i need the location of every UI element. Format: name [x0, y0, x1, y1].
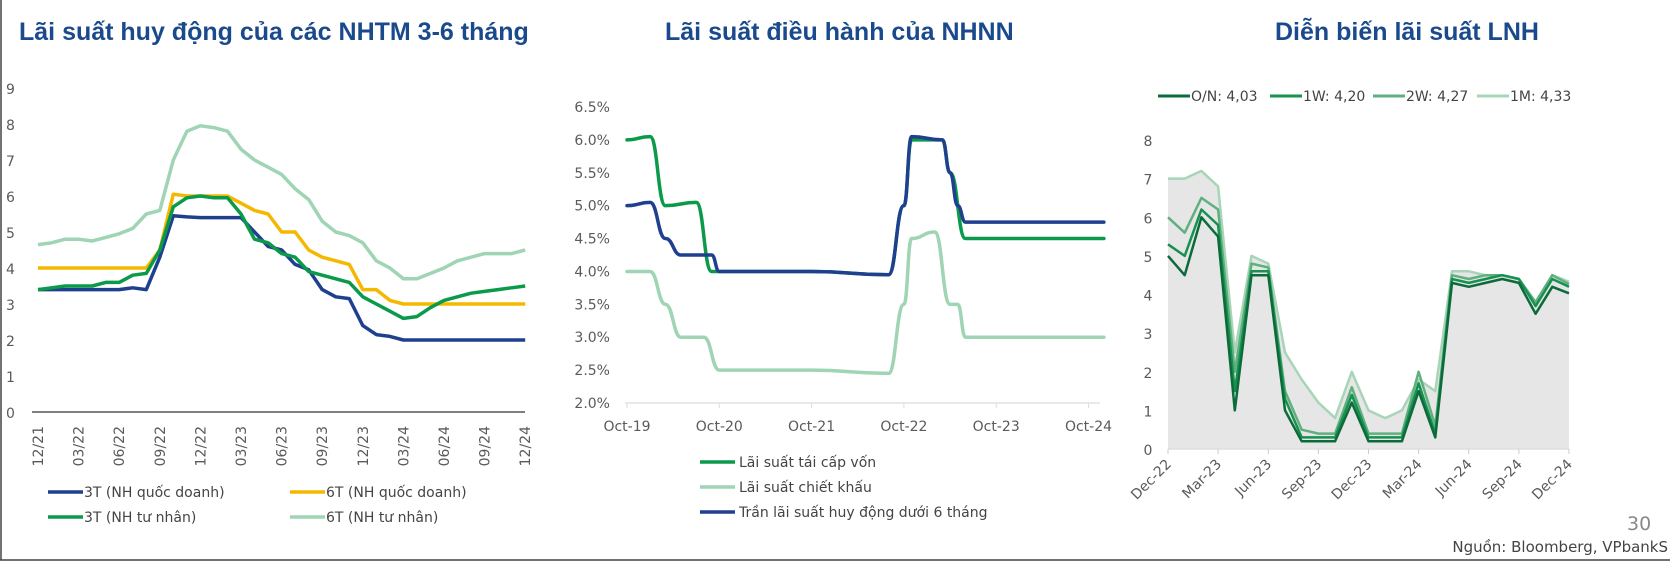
x-tick-label: 12/21 [31, 426, 47, 466]
series-line-1 [625, 230, 1106, 376]
y-tick-label: 2.0% [574, 396, 610, 412]
y-tick-label: 4.0% [574, 264, 610, 280]
y-tick-label: 8 [1144, 134, 1153, 150]
y-tick-label: 4 [1144, 289, 1153, 305]
x-tick-label: Sep-23 [1279, 457, 1325, 503]
y-tick-label: 6.5% [574, 100, 610, 116]
x-tick-label: 09/22 [153, 426, 169, 466]
x-tick-label: 03/24 [396, 426, 412, 466]
y-tick-label: 6 [6, 190, 15, 206]
series-line-3 [37, 124, 526, 281]
x-tick-label: Oct-19 [603, 419, 650, 435]
y-tick-label: 5 [6, 226, 15, 242]
x-tick-label: 06/23 [275, 426, 291, 466]
y-tick-label: 0 [6, 406, 15, 422]
legend-label: 6T (NH tư nhân) [326, 510, 438, 526]
chart1-deposit-rates: 0 1 2 3 4 5 6 7 8 9 12/21 03/22 06/22 09/22 12/22 03/23… [6, 82, 534, 526]
legend-label: O/N: 4,03 [1191, 89, 1258, 105]
chart2-policy-rates: 2.0% 2.5% 3.0% 3.5% 4.0% 4.5% 5.0% 5.5% 6.0% 6.5%… [574, 100, 1112, 521]
x-tick-label: Sep-24 [1480, 456, 1526, 502]
legend-label: Lãi suất tái cấp vốn [739, 454, 876, 471]
background-area [1168, 170, 1569, 449]
legend-label: 1W: 4,20 [1303, 89, 1365, 105]
legend-label: 2W: 4,27 [1406, 89, 1468, 105]
y-tick-label: 7 [1144, 173, 1153, 189]
y-tick-label: 3 [1144, 327, 1153, 343]
x-tick-label: Dec-22 [1128, 457, 1175, 504]
x-tick-label: 12/22 [193, 426, 209, 466]
chart3-interbank-rates: 0 1 2 3 4 5 6 7 8 Dec-22 Mar-23 Jun-23 Sep-23 Dec-23 M… [1128, 89, 1576, 503]
x-tick-label: 09/24 [478, 426, 494, 466]
x-tick-label: 03/22 [72, 426, 88, 466]
series-line-2 [625, 134, 1106, 277]
legend-label: Lãi suất chiết khấu [739, 479, 872, 496]
x-tick-label: 03/23 [234, 426, 250, 466]
y-tick-label: 1 [1144, 404, 1153, 420]
x-tick-label: Oct-21 [788, 419, 835, 435]
chart3-title: Diễn biến lãi suất LNH [1275, 16, 1539, 46]
x-tick-label: 06/24 [437, 426, 453, 466]
x-tick-label: Dec-24 [1529, 456, 1576, 503]
legend-label: 3T (NH quốc doanh) [84, 484, 225, 501]
y-tick-label: 5 [1144, 250, 1153, 266]
x-tick-label: 12/23 [356, 426, 372, 466]
x-tick-label: Jun-24 [1432, 456, 1476, 500]
x-tick-label: Oct-24 [1065, 419, 1112, 435]
x-tick-label: Mar-23 [1179, 457, 1225, 503]
y-tick-label: 5.5% [574, 166, 610, 182]
series-line-1 [38, 192, 526, 306]
y-tick-label: 5.0% [574, 199, 610, 215]
x-tick-label: Oct-22 [880, 419, 927, 435]
series-line-2 [37, 194, 526, 321]
x-tick-label: Mar-24 [1380, 456, 1426, 502]
chart2-title: Lãi suất điều hành của NHNN [665, 18, 1014, 46]
legend-label: 1M: 4,33 [1510, 89, 1571, 105]
y-tick-label: 9 [6, 82, 15, 98]
legend-label: 6T (NH quốc doanh) [326, 484, 467, 501]
y-tick-label: 6 [1144, 211, 1153, 227]
x-tick-label: Oct-23 [973, 419, 1020, 435]
y-tick-label: 6.0% [574, 133, 610, 149]
y-tick-label: 2 [1144, 366, 1153, 382]
legend-label: Trần lãi suất huy động dưới 6 tháng [738, 505, 988, 521]
source-note: Nguồn: Bloomberg, VPbankS [1452, 538, 1668, 556]
y-tick-label: 2 [6, 334, 15, 350]
x-tick-label: 12/24 [518, 426, 534, 466]
x-tick-label: 06/22 [112, 426, 128, 466]
y-tick-label: 3 [6, 298, 15, 314]
chart1-title: Lãi suất huy động của các NHTM 3-6 tháng [19, 18, 529, 46]
series-line-0 [38, 214, 526, 342]
y-tick-label: 0 [1144, 443, 1153, 459]
legend-label: 3T (NH tư nhân) [84, 510, 196, 526]
y-tick-label: 4.5% [574, 232, 610, 248]
page-number: 30 [1627, 513, 1651, 535]
y-tick-label: 3.0% [574, 330, 610, 346]
series-line-1 [1167, 208, 1570, 439]
y-tick-label: 1 [6, 370, 15, 386]
x-tick-label: Dec-23 [1329, 457, 1376, 504]
x-tick-label: Oct-20 [696, 419, 743, 435]
y-tick-label: 3.5% [574, 297, 610, 313]
y-tick-label: 8 [6, 118, 15, 134]
y-tick-label: 4 [6, 262, 15, 278]
y-tick-label: 2.5% [574, 363, 610, 379]
y-tick-label: 7 [6, 154, 15, 170]
x-tick-label: Jun-23 [1231, 457, 1275, 501]
series-line-0 [1167, 216, 1570, 443]
x-tick-label: 09/23 [315, 426, 331, 466]
